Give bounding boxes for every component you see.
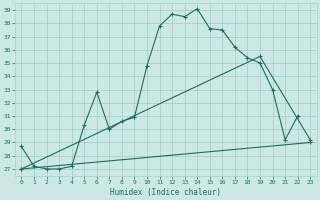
X-axis label: Humidex (Indice chaleur): Humidex (Indice chaleur) <box>110 188 221 197</box>
